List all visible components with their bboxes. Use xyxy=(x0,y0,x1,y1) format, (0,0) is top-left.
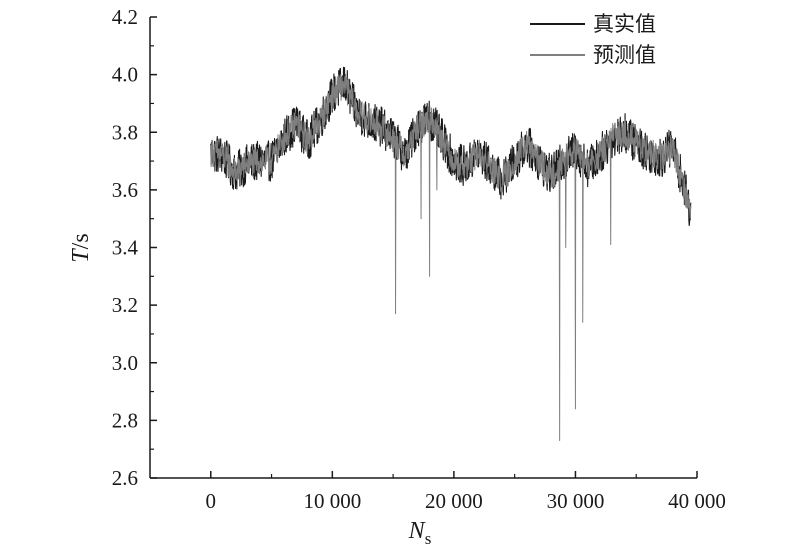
y-tick-label: 3.6 xyxy=(112,178,138,202)
ticks-layer: 2.6 2.8 3.0 3.2 3.4 3.6 3.8 4.0 4.2 0 10 000 20 000… xyxy=(112,5,726,513)
x-axis-title-main: N xyxy=(408,518,427,544)
y-tick-label: 3.2 xyxy=(112,293,138,317)
legend-label-predicted: 预测值 xyxy=(593,43,656,67)
y-tick-label: 2.8 xyxy=(112,408,138,432)
x-axis-title-sub: s xyxy=(425,529,432,548)
y-tick-label: 4.0 xyxy=(112,63,138,87)
series-layer xyxy=(210,66,692,442)
x-tick-label: 10 000 xyxy=(303,489,361,513)
y-tick-label: 3.8 xyxy=(112,120,138,144)
y-tick-label: 3.0 xyxy=(112,351,138,375)
legend: 真实值 预测值 xyxy=(530,12,656,67)
x-tick-label: 30 000 xyxy=(547,489,605,513)
y-tick-label: 3.4 xyxy=(112,236,139,260)
y-tick-label: 2.6 xyxy=(112,466,138,490)
y-axis-title: T/s xyxy=(68,233,94,262)
x-tick-label: 20 000 xyxy=(425,489,483,513)
y-tick-label: 4.2 xyxy=(112,5,138,29)
x-tick-label: 0 xyxy=(206,489,217,513)
plot-area: 2.6 2.8 3.0 3.2 3.4 3.6 3.8 4.0 4.2 0 10 000 20 000… xyxy=(112,5,726,513)
y-axis-title-main: T xyxy=(68,248,94,263)
legend-label-actual: 真实值 xyxy=(593,12,656,36)
x-axis-title: Ns xyxy=(408,518,432,548)
series-line-predicted xyxy=(210,73,692,442)
y-axis-title-unit: /s xyxy=(68,233,94,249)
x-tick-label: 40 000 xyxy=(668,489,726,513)
